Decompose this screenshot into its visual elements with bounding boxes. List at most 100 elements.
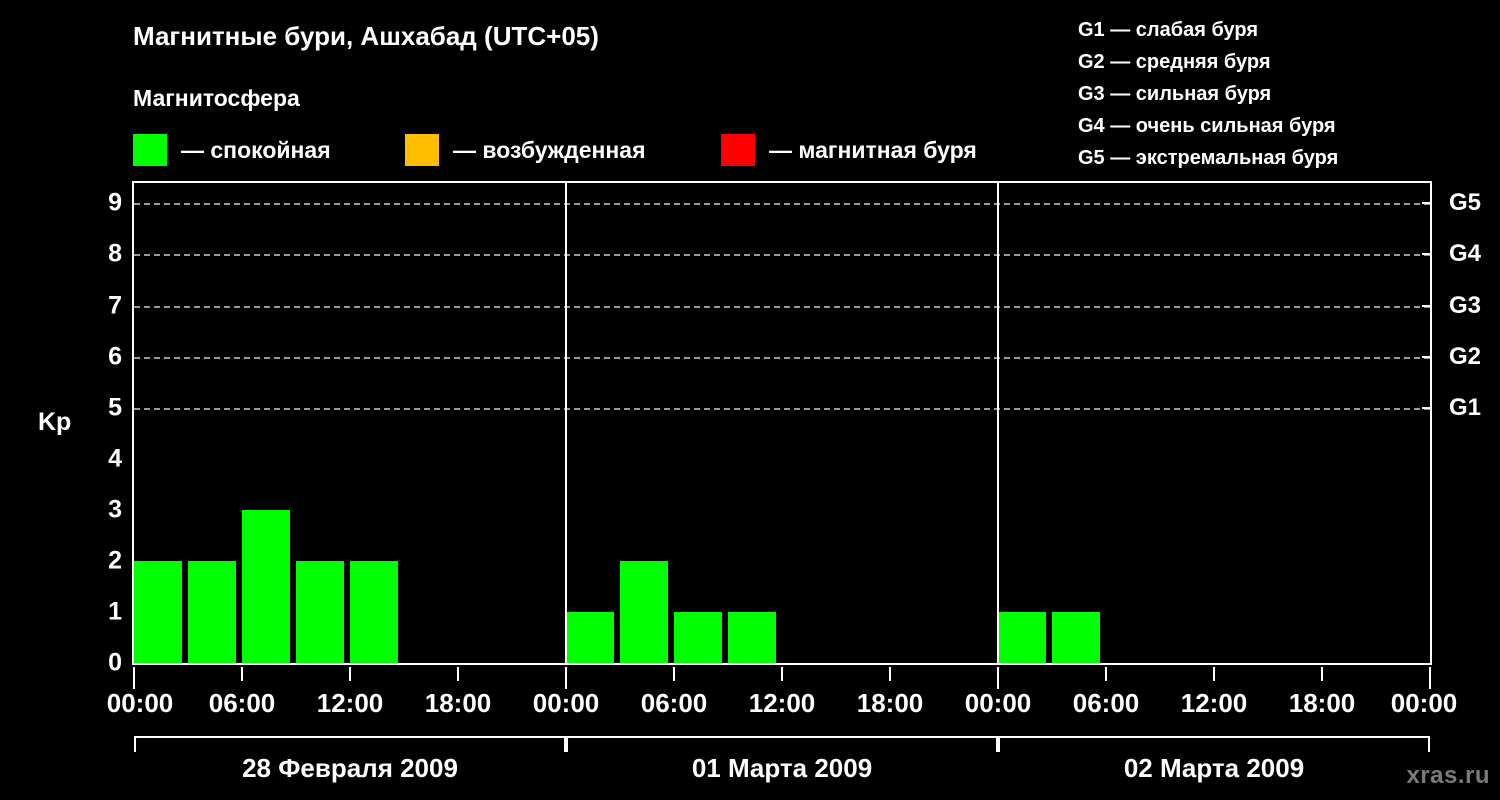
y-tick-label-2: 2 [108, 546, 122, 575]
x-tick-8 [997, 667, 999, 689]
day-bracket-3 [998, 736, 1430, 752]
g-axis-label-g5: G5 [1449, 189, 1482, 217]
x-tick-label-6: 12:00 [748, 688, 816, 718]
x-tick-1 [241, 667, 243, 681]
storm-scale-text: — сильная буря [1104, 83, 1272, 105]
x-tick-label-7: 18:00 [856, 688, 924, 718]
legend-label-active: — возбужденная [453, 136, 646, 163]
x-tick-label-8: 00:00 [964, 688, 1032, 718]
storm-scale-line-g5: G5 — экстремальная буря [1078, 142, 1498, 174]
bar [296, 560, 344, 663]
x-tick-5 [673, 667, 675, 681]
y-tick-label-7: 7 [108, 291, 122, 320]
x-tick-10 [1213, 667, 1215, 681]
legend-swatch-storm-icon [721, 134, 755, 166]
storm-scale-line-g4: G4 — очень сильная буря [1078, 110, 1498, 142]
date-caption-1: 28 Февраля 2009 [242, 753, 458, 783]
x-tick-7 [889, 667, 891, 681]
storm-scale-line-g1: G1 — слабая буря [1078, 14, 1498, 46]
x-tick-label-11: 18:00 [1288, 688, 1356, 718]
storm-scale-code: G2 [1078, 51, 1105, 73]
storm-scale-code: G3 [1078, 83, 1105, 105]
bar [674, 611, 722, 663]
legend-swatch-calm-icon [133, 134, 167, 166]
plot-area [132, 181, 1432, 665]
bar [134, 560, 182, 663]
y-tick-label-6: 6 [108, 342, 122, 371]
y-tick-label-5: 5 [108, 393, 122, 422]
gridline-kp-7 [134, 305, 1430, 308]
date-caption-3: 02 Марта 2009 [1123, 753, 1305, 783]
storm-scale-code: G5 [1078, 147, 1105, 169]
x-tick-0 [133, 667, 135, 689]
legend-item-calm: — спокойная [133, 133, 331, 167]
x-tick-12 [1429, 667, 1431, 689]
x-tick-9 [1105, 667, 1107, 681]
y-tick-label-1: 1 [108, 597, 122, 626]
x-tick-label-1: 06:00 [208, 688, 276, 718]
x-tick-3 [457, 667, 459, 681]
day-separator-2 [997, 183, 999, 663]
g-axis-tick-g3 [1422, 304, 1432, 307]
y-tick-label-8: 8 [108, 239, 122, 268]
x-tick-11 [1321, 667, 1323, 681]
y-tick-label-9: 9 [108, 188, 122, 217]
x-tick-label-5: 06:00 [640, 688, 708, 718]
legend-label-storm: — магнитная буря [769, 136, 977, 163]
x-tick-label-3: 18:00 [424, 688, 492, 718]
storm-scale-line-g2: G2 — средняя буря [1078, 46, 1498, 78]
gridline-kp-6 [134, 356, 1430, 359]
y-tick-label-0: 0 [108, 648, 122, 677]
legend-item-storm: — магнитная буря [721, 133, 977, 167]
x-tick-label-9: 06:00 [1072, 688, 1140, 718]
bar [728, 611, 776, 663]
bar [998, 611, 1046, 663]
x-tick-4 [565, 667, 567, 689]
x-tick-6 [781, 667, 783, 681]
gridline-kp-5 [134, 407, 1430, 410]
y-axis-title: Kp [38, 408, 72, 436]
x-tick-label-10: 12:00 [1180, 688, 1248, 718]
page-title: Магнитные бури, Ашхабад (UTC+05) [133, 21, 599, 51]
magnetosphere-legend-heading: Магнитосфера [133, 85, 300, 111]
g-axis-tick-g4 [1422, 253, 1432, 256]
g-axis-label-g4: G4 [1449, 240, 1482, 268]
date-caption-2: 01 Марта 2009 [691, 753, 873, 783]
storm-scale-text: — средняя буря [1104, 51, 1271, 73]
plot-inner [134, 183, 1430, 663]
gridline-kp-9 [134, 203, 1430, 206]
bar [1052, 611, 1100, 663]
magnetosphere-legend: — спокойная — возбужденная — магнитная б… [133, 133, 1033, 167]
storm-scale-legend: G1 — слабая буря G2 — средняя буря G3 — си… [1078, 14, 1498, 174]
g-axis-label-g1: G1 [1449, 393, 1482, 421]
x-tick-label-12: 00:00 [1390, 688, 1458, 718]
bar [188, 560, 236, 663]
storm-scale-line-g3: G3 — сильная буря [1078, 78, 1498, 110]
day-bracket-1 [134, 736, 566, 752]
day-bracket-2 [566, 736, 998, 752]
legend-item-active: — возбужденная [405, 133, 646, 167]
x-tick-label-2: 12:00 [316, 688, 384, 718]
storm-scale-code: G1 [1078, 19, 1105, 41]
y-tick-label-4: 4 [108, 444, 122, 473]
g-axis-tick-g5 [1422, 202, 1432, 205]
bar [350, 560, 398, 663]
bar [566, 611, 614, 663]
g-axis-label-g2: G2 [1449, 342, 1482, 370]
storm-scale-code: G4 [1078, 115, 1105, 137]
x-tick-label-4: 00:00 [532, 688, 600, 718]
storm-scale-text: — слабая буря [1104, 19, 1259, 41]
g-axis-label-g3: G3 [1449, 291, 1482, 319]
g-axis-tick-g1 [1422, 406, 1432, 409]
storm-scale-text: — экстремальная буря [1104, 147, 1339, 169]
x-tick-2 [349, 667, 351, 681]
legend-swatch-active-icon [405, 134, 439, 166]
gridline-kp-8 [134, 254, 1430, 257]
legend-label-calm: — спокойная [181, 136, 331, 163]
x-tick-label-0: 00:00 [106, 688, 174, 718]
y-axis-labels: 0 1 2 3 4 5 6 7 8 9 [60, 181, 196, 677]
day-separator-1 [565, 183, 567, 663]
bar [620, 560, 668, 663]
g-axis-tick-g2 [1422, 355, 1432, 358]
